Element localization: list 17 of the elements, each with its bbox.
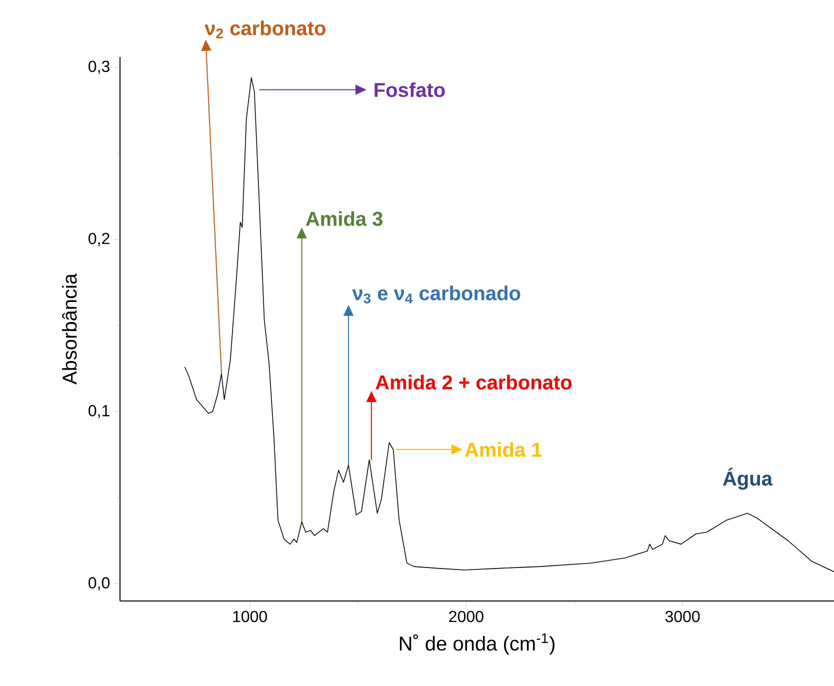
annotation: Amida 1 bbox=[464, 442, 542, 457]
annotation: Amida 3 bbox=[306, 211, 382, 226]
annotation: Fosfato bbox=[374, 82, 445, 98]
annotation: Água bbox=[722, 468, 773, 490]
y-tick-label: 0,3 bbox=[88, 60, 110, 74]
line-series bbox=[184, 77, 834, 572]
annotation: ν$_{2}$ carbonato bbox=[204, 20, 326, 38]
y-axis-title: Absorbância bbox=[62, 273, 77, 385]
x-tick-label: 3000 bbox=[665, 610, 700, 622]
x-tick-label: 2000 bbox=[449, 610, 484, 622]
y-tick-label: 0,1 bbox=[88, 405, 110, 418]
y-tick-label: 0,0 bbox=[88, 577, 110, 590]
y-tick-label: 0,2 bbox=[88, 232, 110, 246]
annotation: Amida 2 + carbonato bbox=[376, 374, 572, 390]
x-axis-title: N˚ de onda (cm$^{-1}$) bbox=[400, 633, 554, 655]
annotation: ν$_{3}$ e ν$_{4}$ carbonado bbox=[352, 286, 520, 304]
x-tick-label: 1000 bbox=[233, 610, 267, 622]
